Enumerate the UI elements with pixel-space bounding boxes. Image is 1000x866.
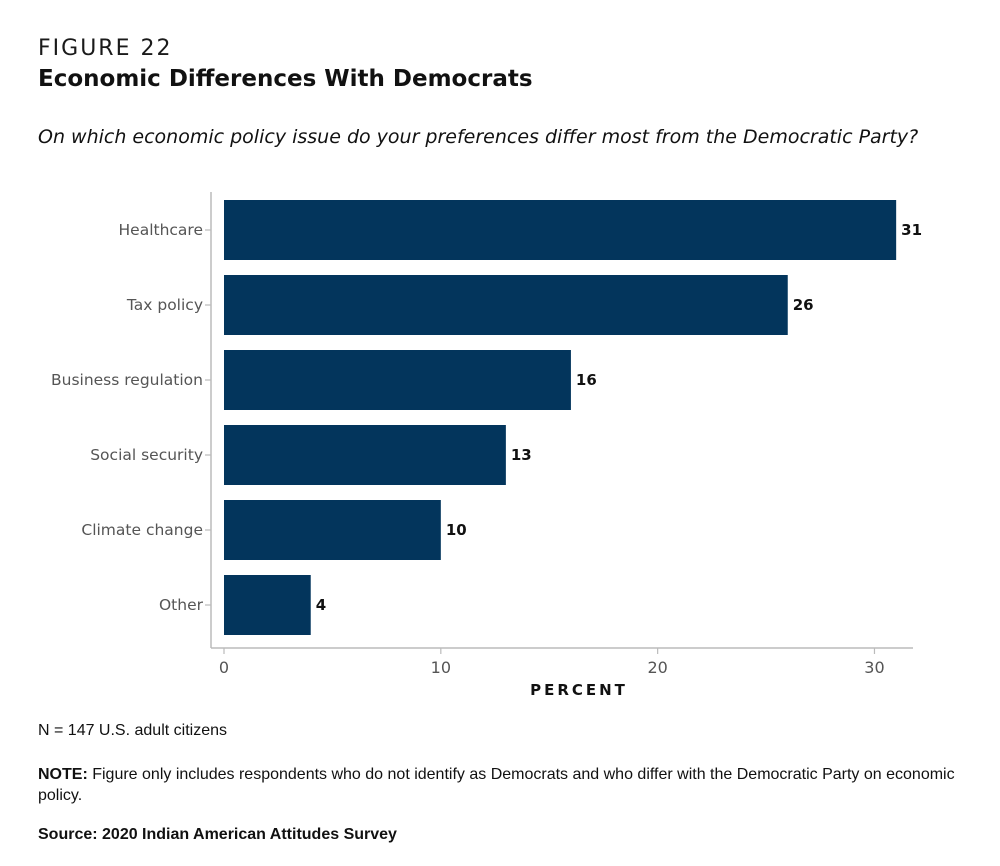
value-label: 10 [446, 521, 467, 539]
category-label: Tax policy [126, 296, 203, 314]
category-label: Climate change [81, 521, 203, 539]
category-label: Other [159, 596, 204, 614]
x-tick-label: 20 [647, 658, 667, 677]
x-tick-label: 30 [864, 658, 884, 677]
figure-label: FIGURE 22 [38, 36, 173, 61]
value-label: 13 [511, 446, 532, 464]
value-label: 4 [316, 596, 326, 614]
chart-subtitle: On which economic policy issue do your p… [38, 126, 919, 148]
note-text: NOTE: Figure only includes respondents w… [38, 764, 968, 806]
bar [224, 575, 311, 635]
note-body: Figure only includes respondents who do … [38, 766, 955, 804]
category-label: Healthcare [119, 221, 204, 239]
note-label: NOTE: [38, 766, 88, 783]
bar [224, 500, 441, 560]
source-line: Source: 2020 Indian American Attitudes S… [38, 826, 397, 843]
bar [224, 200, 897, 260]
chart-title: Economic Differences With Democrats [38, 66, 533, 92]
sample-size-note: N = 147 U.S. adult citizens [38, 722, 227, 739]
bar [224, 275, 788, 335]
category-label: Business regulation [51, 371, 203, 389]
bar [224, 425, 506, 485]
bar-chart: Healthcare 31 Tax policy 26 Business regulat… [51, 192, 922, 699]
value-label: 16 [576, 371, 597, 389]
bar [224, 350, 571, 410]
x-axis-title: PERCENT [530, 681, 628, 699]
category-label: Social security [90, 446, 203, 464]
x-tick-label: 10 [431, 658, 451, 677]
x-tick-label: 0 [219, 658, 229, 677]
value-label: 26 [793, 296, 814, 314]
value-label: 31 [901, 221, 922, 239]
